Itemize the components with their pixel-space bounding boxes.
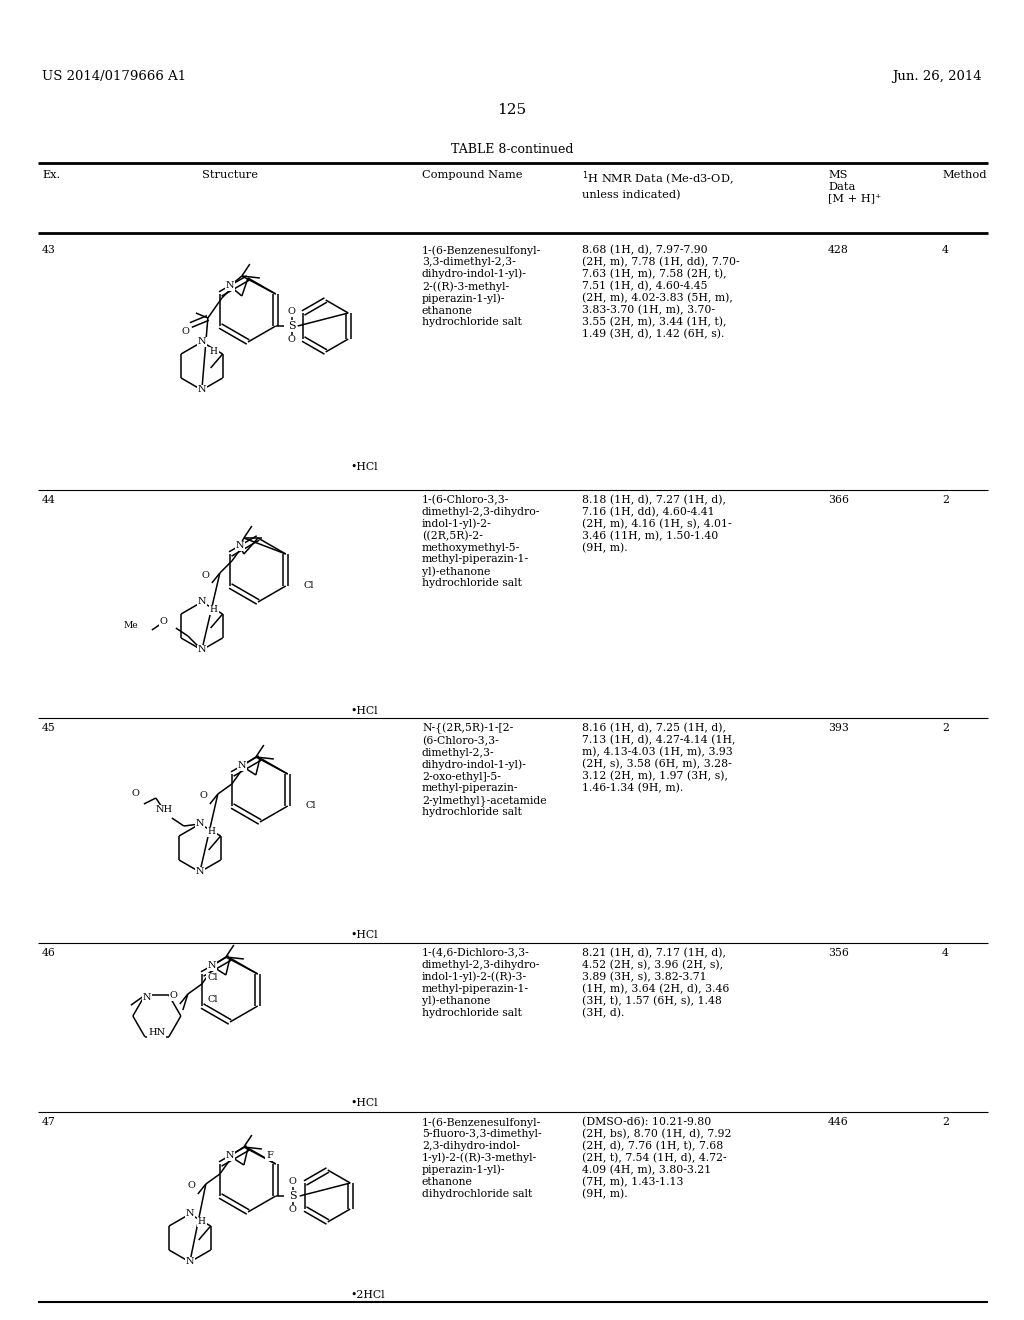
Text: 125: 125 bbox=[498, 103, 526, 117]
Text: 1-(6-Chloro-3,3-
dimethyl-2,3-dihydro-
indol-1-yl)-2-
((2R,5R)-2-
methoxymethyl-: 1-(6-Chloro-3,3- dimethyl-2,3-dihydro- i… bbox=[422, 495, 541, 589]
Text: Cl: Cl bbox=[207, 974, 218, 982]
Text: O: O bbox=[188, 1181, 196, 1191]
Text: H: H bbox=[210, 606, 218, 615]
Text: O: O bbox=[289, 1205, 297, 1214]
Text: H: H bbox=[198, 1217, 206, 1226]
Text: •HCl: •HCl bbox=[350, 706, 378, 715]
Text: O: O bbox=[132, 789, 140, 799]
Text: 45: 45 bbox=[42, 723, 55, 733]
Text: 2: 2 bbox=[942, 1117, 949, 1127]
Text: US 2014/0179666 A1: US 2014/0179666 A1 bbox=[42, 70, 186, 83]
Text: N: N bbox=[225, 1151, 234, 1160]
Text: N: N bbox=[185, 1209, 195, 1218]
Text: H: H bbox=[208, 828, 216, 837]
Text: H: H bbox=[210, 347, 218, 356]
Text: 393: 393 bbox=[828, 723, 849, 733]
Text: Compound Name: Compound Name bbox=[422, 170, 522, 180]
Text: 1-(6-Benzenesulfonyl-
3,3-dimethyl-2,3-
dihydro-indol-1-yl)-
2-((R)-3-methyl-
pi: 1-(6-Benzenesulfonyl- 3,3-dimethyl-2,3- … bbox=[422, 246, 542, 327]
Text: 446: 446 bbox=[828, 1117, 849, 1127]
Text: 43: 43 bbox=[42, 246, 56, 255]
Text: $^{1}$H NMR Data (Me-d3-OD,
unless indicated): $^{1}$H NMR Data (Me-d3-OD, unless indic… bbox=[582, 170, 733, 201]
Text: N: N bbox=[185, 1258, 195, 1266]
Text: N: N bbox=[196, 867, 204, 876]
Text: 8.68 (1H, d), 7.97-7.90
(2H, m), 7.78 (1H, dd), 7.70-
7.63 (1H, m), 7.58 (2H, t): 8.68 (1H, d), 7.97-7.90 (2H, m), 7.78 (1… bbox=[582, 246, 739, 339]
Text: Cl: Cl bbox=[306, 801, 316, 810]
Text: Cl: Cl bbox=[207, 995, 218, 1005]
Text: 8.18 (1H, d), 7.27 (1H, d),
7.16 (1H, dd), 4.60-4.41
(2H, m), 4.16 (1H, s), 4.01: 8.18 (1H, d), 7.27 (1H, d), 7.16 (1H, dd… bbox=[582, 495, 731, 553]
Text: 46: 46 bbox=[42, 948, 56, 958]
Text: N: N bbox=[225, 281, 234, 290]
Text: Method: Method bbox=[942, 170, 986, 180]
Text: O: O bbox=[160, 618, 168, 627]
Text: N: N bbox=[238, 762, 246, 771]
Text: N: N bbox=[198, 338, 206, 346]
Text: Jun. 26, 2014: Jun. 26, 2014 bbox=[892, 70, 982, 83]
Text: S: S bbox=[289, 1191, 297, 1201]
Text: O: O bbox=[289, 1177, 297, 1187]
Text: 8.21 (1H, d), 7.17 (1H, d),
4.52 (2H, s), 3.96 (2H, s),
3.89 (3H, s), 3.82-3.71
: 8.21 (1H, d), 7.17 (1H, d), 4.52 (2H, s)… bbox=[582, 948, 729, 1019]
Text: MS
Data
[M + H]⁺: MS Data [M + H]⁺ bbox=[828, 170, 882, 203]
Text: 4: 4 bbox=[942, 948, 949, 958]
Text: •HCl: •HCl bbox=[350, 931, 378, 940]
Text: N: N bbox=[198, 385, 206, 395]
Text: •HCl: •HCl bbox=[350, 1098, 378, 1107]
Text: 428: 428 bbox=[828, 246, 849, 255]
Text: 8.16 (1H, d), 7.25 (1H, d),
7.13 (1H, d), 4.27-4.14 (1H,
m), 4.13-4.03 (1H, m), : 8.16 (1H, d), 7.25 (1H, d), 7.13 (1H, d)… bbox=[582, 723, 735, 793]
Text: O: O bbox=[170, 991, 178, 1001]
Text: 356: 356 bbox=[828, 948, 849, 958]
Text: 1-(4,6-Dichloro-3,3-
dimethyl-2,3-dihydro-
indol-1-yl)-2-((R)-3-
methyl-piperazi: 1-(4,6-Dichloro-3,3- dimethyl-2,3-dihydr… bbox=[422, 948, 541, 1018]
Text: N: N bbox=[196, 820, 204, 829]
Text: 47: 47 bbox=[42, 1117, 55, 1127]
Text: N-{(2R,5R)-1-[2-
(6-Chloro-3,3-
dimethyl-2,3-
dihydro-indol-1-yl)-
2-oxo-ethyl]-: N-{(2R,5R)-1-[2- (6-Chloro-3,3- dimethyl… bbox=[422, 723, 547, 817]
Text: Me: Me bbox=[123, 622, 138, 631]
Text: O: O bbox=[288, 335, 296, 345]
Text: 1-(6-Benzenesulfonyl-
5-fluoro-3,3-dimethyl-
2,3-dihydro-indol-
1-yl)-2-((R)-3-m: 1-(6-Benzenesulfonyl- 5-fluoro-3,3-dimet… bbox=[422, 1117, 542, 1199]
Text: N: N bbox=[142, 993, 152, 1002]
Text: (DMSO-d6): 10.21-9.80
(2H, bs), 8.70 (1H, d), 7.92
(2H, d), 7.76 (1H, t), 7.68
(: (DMSO-d6): 10.21-9.80 (2H, bs), 8.70 (1H… bbox=[582, 1117, 731, 1200]
Text: O: O bbox=[200, 792, 208, 800]
Text: O: O bbox=[182, 326, 189, 335]
Text: NH: NH bbox=[156, 805, 172, 814]
Text: 2: 2 bbox=[942, 723, 949, 733]
Text: Cl: Cl bbox=[304, 582, 314, 590]
Text: F: F bbox=[266, 1151, 273, 1160]
Text: 4: 4 bbox=[942, 246, 949, 255]
Text: •HCl: •HCl bbox=[350, 462, 378, 473]
Text: O: O bbox=[288, 308, 296, 317]
Text: N: N bbox=[236, 541, 244, 550]
Text: 2: 2 bbox=[942, 495, 949, 506]
Text: N: N bbox=[198, 645, 206, 655]
Text: N: N bbox=[208, 961, 216, 970]
Text: O: O bbox=[202, 570, 210, 579]
Text: Structure: Structure bbox=[202, 170, 258, 180]
Text: Ex.: Ex. bbox=[42, 170, 60, 180]
Text: •2HCl: •2HCl bbox=[350, 1290, 385, 1300]
Text: N: N bbox=[198, 598, 206, 606]
Text: 44: 44 bbox=[42, 495, 55, 506]
Text: HN: HN bbox=[148, 1028, 166, 1038]
Text: S: S bbox=[288, 321, 296, 331]
Text: TABLE 8-continued: TABLE 8-continued bbox=[451, 143, 573, 156]
Text: 366: 366 bbox=[828, 495, 849, 506]
